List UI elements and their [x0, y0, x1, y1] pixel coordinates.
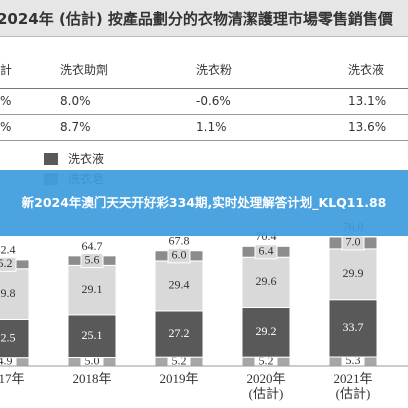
- segment-label: 6.0: [172, 248, 187, 262]
- segment-label: 29.4: [169, 278, 190, 292]
- segment-label: 25.1: [82, 328, 103, 342]
- x-label: 2020年 (估計): [246, 371, 286, 401]
- bar-segment: [154, 310, 204, 358]
- segment-label: 29.8: [0, 286, 16, 300]
- label-box: [80, 253, 104, 269]
- bar-segment: [67, 314, 117, 358]
- segment-label: 29.1: [82, 282, 103, 296]
- table-row: % 8.0% -0.6% 13.1%: [0, 89, 408, 115]
- title-bar: 2024年 (估計) 按產品劃分的衣物清潔護理市場零售銷售價: [0, 0, 408, 37]
- table-cell: 8.7%: [60, 120, 91, 134]
- segment-label: 27.2: [169, 326, 190, 340]
- table-cell: 13.6%: [348, 120, 387, 134]
- column-header: 計: [0, 63, 13, 77]
- table-cell: 8.0%: [60, 94, 91, 108]
- table-cell: 13.1%: [348, 94, 387, 108]
- legend-label: 洗衣液: [68, 152, 105, 166]
- banner-text[interactable]: 新2024年澳门天天开好彩334期,实时处理解答计划_KLQ11.88: [21, 195, 387, 210]
- table-cell: -0.6%: [196, 94, 231, 108]
- table-cell: %: [0, 120, 12, 134]
- table: 計 洗衣助劑 洗衣粉 洗衣液% 8.0% -0.6% 13.1%% 8.7% 1.1% 13.6%: [0, 52, 408, 141]
- table-header: 計 洗衣助劑 洗衣粉 洗衣液: [0, 52, 408, 89]
- column-header: 洗衣液: [348, 63, 385, 77]
- segment-label: 29.2: [256, 324, 277, 338]
- bar-segment: [154, 260, 204, 312]
- x-label: 2017年: [0, 371, 25, 386]
- total-label: 67.8: [169, 233, 190, 247]
- segment-label: 5.6: [85, 252, 100, 266]
- bar-segment: [241, 307, 291, 358]
- table-cell: %: [0, 94, 12, 108]
- column-header: 洗衣粉: [196, 63, 233, 77]
- x-label: 2019年: [159, 371, 199, 386]
- table-cell: 1.1%: [196, 120, 227, 134]
- segment-label: 7.0: [346, 235, 361, 249]
- segment-label: 6.4: [259, 244, 274, 258]
- legend-swatch: [44, 153, 58, 165]
- segment-label: 22.5: [0, 330, 16, 344]
- segment-label: 5.2: [0, 256, 13, 270]
- x-label: 2018年: [72, 371, 112, 386]
- total-label: 62.4: [0, 243, 16, 257]
- column-header: 洗衣助劑: [60, 63, 109, 77]
- x-label: 2021年 (估計): [333, 371, 373, 401]
- label-box: [0, 256, 17, 272]
- segment-label: 29.6: [256, 274, 277, 288]
- segment-label: 33.7: [343, 320, 364, 334]
- bar-segment: [67, 264, 117, 316]
- total-label: 64.7: [82, 239, 103, 253]
- bar-segment: [0, 318, 30, 359]
- table-row: % 8.7% 1.1% 13.6%: [0, 115, 408, 141]
- label-box: [254, 244, 278, 260]
- label-box: [167, 248, 191, 264]
- segment-label: 29.9: [343, 266, 364, 280]
- banner[interactable]: 新2024年澳门天天开好彩334期,实时处理解答计划_KLQ11.88: [0, 170, 408, 236]
- title: 2024年 (估計) 按產品劃分的衣物清潔護理市場零售銷售價: [0, 10, 393, 28]
